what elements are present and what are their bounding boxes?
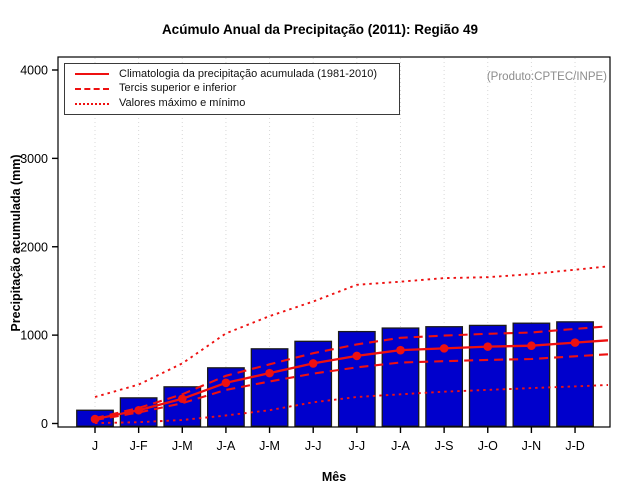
x-tick-label: J-M xyxy=(259,439,280,453)
y-axis-title: Precipitação acumulada (mm) xyxy=(9,154,23,332)
climatology-point xyxy=(221,378,231,388)
legend-label: Valores máximo e mínimo xyxy=(119,97,246,110)
bar xyxy=(425,326,464,427)
y-tick-label: 2000 xyxy=(20,240,48,254)
x-tick-label: J-J xyxy=(349,439,366,453)
solid-line-icon xyxy=(75,73,109,76)
legend-item-climatology: Climatologia da precipitação acumulada (… xyxy=(75,68,395,81)
legend-label: Tercis superior e inferior xyxy=(119,82,237,95)
x-tick-label: J-D xyxy=(565,439,584,453)
climatology-point xyxy=(483,342,493,351)
climatology-point xyxy=(134,405,143,415)
climatology-point xyxy=(396,345,405,355)
x-tick-label: J xyxy=(92,439,98,453)
bar xyxy=(512,322,551,427)
y-tick-label: 1000 xyxy=(20,329,48,343)
bar xyxy=(381,327,420,427)
tercile-lower-line xyxy=(94,353,609,422)
bar xyxy=(468,324,507,427)
climatology-point xyxy=(527,341,536,351)
y-tick-label: 4000 xyxy=(20,64,48,78)
bar xyxy=(337,330,376,427)
legend-item-maxmin: Valores máximo e mínimo xyxy=(75,97,395,110)
y-tick-label: 0 xyxy=(41,417,48,431)
bar xyxy=(556,321,594,427)
x-tick-label: J-F xyxy=(130,439,148,453)
climatology-point xyxy=(308,359,318,368)
tercile-upper-line xyxy=(94,325,609,420)
climatology-point xyxy=(90,414,100,424)
x-tick-label: J-O xyxy=(478,439,498,453)
chart-legend: Climatologia da precipitação acumulada (… xyxy=(64,63,400,115)
x-tick-label: J-A xyxy=(391,439,410,453)
x-tick-label: J-J xyxy=(305,439,322,453)
x-tick-label: J-M xyxy=(172,439,193,453)
legend-item-terciles: Tercis superior e inferior xyxy=(75,82,395,95)
climatology-point xyxy=(177,394,187,404)
climatology-point xyxy=(570,338,580,347)
chart-title: Acúmulo Anual da Precipitação (2011): Re… xyxy=(161,22,479,37)
x-tick-label: J-N xyxy=(522,439,541,453)
dashed-line-icon xyxy=(75,87,109,90)
legend-label: Climatologia da precipitação acumulada (… xyxy=(119,67,378,80)
x-axis-title: Mês xyxy=(321,470,347,484)
climatology-point xyxy=(439,344,449,353)
dotted-line-icon xyxy=(75,102,109,105)
product-watermark: (Produto:CPTEC/INPE) xyxy=(486,71,607,83)
plot-border xyxy=(57,56,611,428)
x-tick-label: J-S xyxy=(435,439,454,453)
x-tick-label: J-A xyxy=(217,439,236,453)
climatology-point xyxy=(265,368,274,378)
climatology-point xyxy=(352,351,362,361)
y-tick-label: 3000 xyxy=(20,152,48,166)
max-line xyxy=(94,265,609,398)
